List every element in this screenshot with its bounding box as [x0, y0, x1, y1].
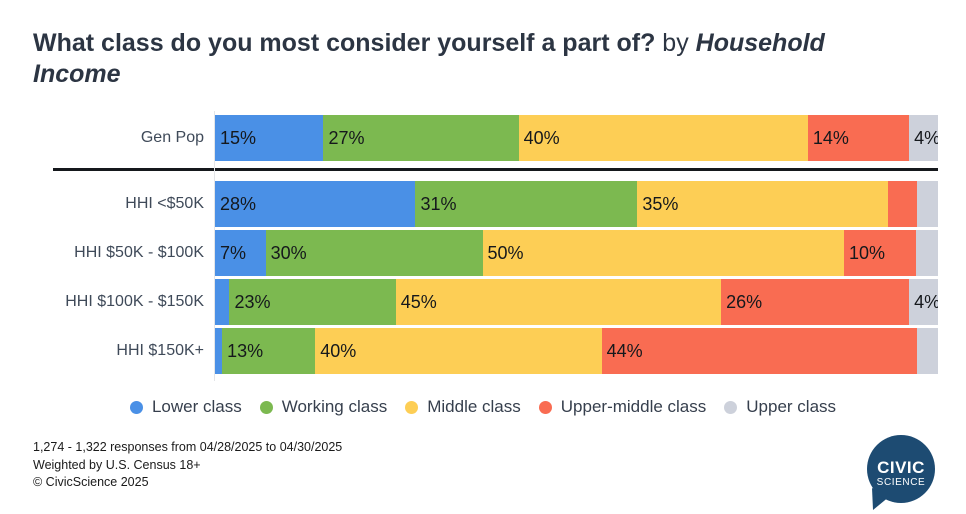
title-connector: by [655, 29, 696, 57]
legend-label: Middle class [427, 397, 521, 416]
segment-value-label: 4% [914, 291, 938, 312]
svg-text:SCIENCE: SCIENCE [877, 477, 926, 488]
stacked-bar-chart: Gen Pop 15% 27% 40% 14% 4% HHI <$50K 28% 31% 35% H… [33, 111, 938, 381]
segment-value-label: 40% [320, 340, 357, 361]
title-question: What class do you most consider yourself… [33, 29, 656, 57]
segment-value-label: 15% [220, 127, 257, 148]
segment-lower-class [215, 328, 223, 374]
row-label-hhi-50k: HHI <$50K [125, 195, 204, 212]
segment-value-label: 4% [914, 127, 938, 148]
legend-label: Upper-middle class [560, 397, 707, 416]
segment-lower-class: 28% [215, 181, 416, 227]
segment-value-label: 50% [487, 242, 524, 263]
legend-dot-icon [724, 400, 738, 414]
segment-working-class: 30% [265, 230, 483, 276]
title-breakdown: Household Income [33, 29, 825, 88]
segment-working-class: 31% [415, 181, 638, 227]
segment-upper-middle-class: 14% [807, 115, 910, 161]
legend-dot-icon [259, 400, 273, 414]
genpop-separator [53, 168, 938, 171]
segment-lower-class [215, 279, 230, 325]
segment-upper-middle-class: 44% [601, 328, 917, 374]
segment-value-label: 13% [227, 340, 264, 361]
segment-value-label: 10% [849, 242, 886, 263]
chart-row-gen-pop: Gen Pop 15% 27% 40% 14% 4% [33, 115, 938, 161]
segment-value-label: 30% [270, 242, 307, 263]
footer-weighting: Weighted by U.S. Census 18+ [33, 457, 201, 472]
chart-rows: Gen Pop 15% 27% 40% 14% 4% HHI <$50K 28% 31% 35% H… [33, 115, 938, 374]
segment-upper-class [916, 181, 938, 227]
segment-middle-class: 40% [518, 115, 808, 161]
bar-hhi-50k: 28% 31% 35% [215, 181, 938, 227]
svg-text:CIVIC: CIVIC [877, 458, 925, 477]
segment-middle-class: 45% [395, 279, 722, 325]
footer: 1,274 - 1,322 responses from 04/28/2025 … [33, 439, 342, 492]
chart-row-hhi-50k-100k: HHI $50K - $100K 7% 30% 50% 10% [33, 230, 938, 276]
bar-hhi-50k-100k: 7% 30% 50% 10% [215, 230, 938, 276]
segment-middle-class: 50% [482, 230, 845, 276]
legend-dot-icon [538, 400, 552, 414]
segment-value-label: 44% [606, 340, 643, 361]
row-label-hhi-100k-150k: HHI $100K - $150K [65, 293, 204, 310]
segment-lower-class: 7% [215, 230, 266, 276]
chart-row-hhi-150k: HHI $150K+ 13% 40% 44% [33, 328, 938, 374]
axis-baseline [214, 111, 215, 381]
segment-value-label: 23% [234, 291, 271, 312]
legend-item-lower-class: Lower class [129, 397, 242, 417]
legend-item-upper-class: Upper class [724, 397, 836, 417]
bar-hhi-150k: 13% 40% 44% [215, 328, 938, 374]
segment-value-label: 14% [812, 127, 849, 148]
segment-upper-middle-class: 10% [844, 230, 917, 276]
legend-label: Lower class [151, 397, 242, 416]
segment-upper-middle-class [887, 181, 917, 227]
segment-middle-class: 40% [315, 328, 602, 374]
segment-value-label: 31% [420, 193, 457, 214]
segment-value-label: 40% [523, 127, 560, 148]
segment-working-class: 13% [222, 328, 316, 374]
legend-label: Working class [281, 397, 388, 416]
legend: Lower class Working class Middle class Uppe… [0, 397, 966, 417]
legend-item-upper-middle-class: Upper-middle class [538, 397, 707, 417]
segment-upper-class: 4% [909, 279, 938, 325]
segment-upper-class: 4% [909, 115, 938, 161]
segment-value-label: 45% [400, 291, 437, 312]
segment-middle-class: 35% [637, 181, 888, 227]
row-label-hhi-150k: HHI $150K+ [116, 342, 204, 359]
row-label-gen-pop: Gen Pop [140, 129, 204, 146]
chart-row-hhi-50k: HHI <$50K 28% 31% 35% [33, 181, 938, 227]
row-label-hhi-50k-100k: HHI $50K - $100K [74, 244, 204, 261]
segment-value-label: 26% [726, 291, 763, 312]
legend-dot-icon [129, 400, 143, 414]
segment-upper-class [916, 328, 938, 374]
bar-gen-pop: 15% 27% 40% 14% 4% [215, 115, 938, 161]
legend-item-middle-class: Middle class [405, 397, 521, 417]
footer-copyright: © CivicScience 2025 [33, 475, 149, 489]
legend-label: Upper class [746, 397, 837, 416]
segment-working-class: 27% [323, 115, 519, 161]
chart-row-hhi-100k-150k: HHI $100K - $150K 23% 45% 26% 4% [33, 279, 938, 325]
segment-upper-middle-class: 26% [721, 279, 910, 325]
segment-working-class: 23% [229, 279, 396, 325]
footer-responses: 1,274 - 1,322 responses from 04/28/2025 … [33, 440, 343, 454]
segment-value-label: 35% [642, 193, 679, 214]
segment-upper-class [916, 230, 938, 276]
legend-dot-icon [405, 400, 419, 414]
chart-title: What class do you most consider yourself… [33, 28, 905, 90]
legend-item-working-class: Working class [259, 397, 388, 417]
segment-value-label: 28% [220, 193, 257, 214]
segment-value-label: 7% [220, 242, 247, 263]
civicscience-logo: CIVIC SCIENCE [862, 432, 940, 514]
bar-hhi-100k-150k: 23% 45% 26% 4% [215, 279, 938, 325]
segment-lower-class: 15% [215, 115, 324, 161]
segment-value-label: 27% [328, 127, 365, 148]
speech-bubble-icon: CIVIC SCIENCE [867, 435, 935, 510]
